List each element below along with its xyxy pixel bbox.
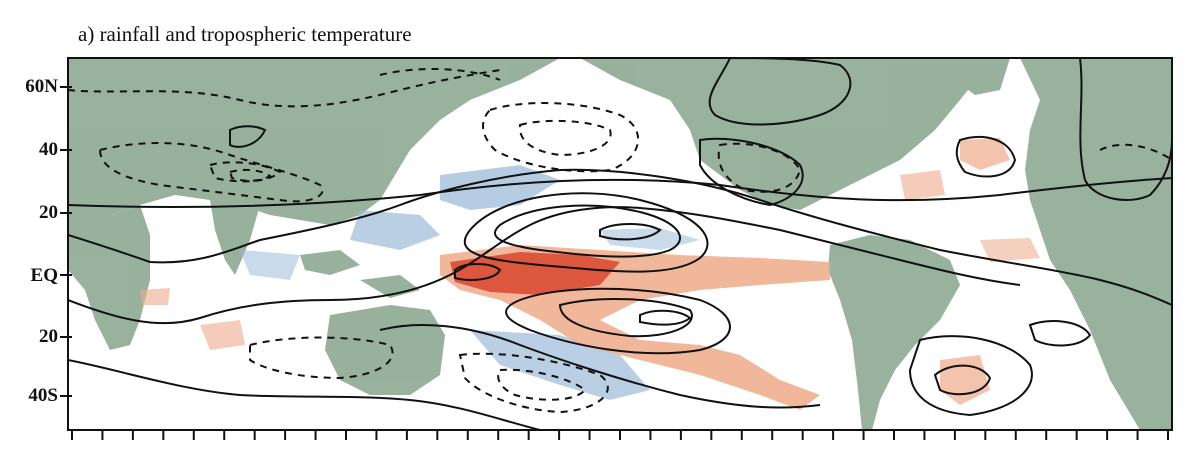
land-india: [210, 200, 260, 275]
rainfall-anomaly-shading: [140, 138, 1040, 410]
contour-dashed-3: [208, 161, 282, 183]
rain-positive-region-7: [980, 238, 1040, 262]
contour-solid-ring-6: [558, 297, 693, 338]
rain-positive-region-core: [450, 252, 620, 295]
rain-positive-region-2: [960, 138, 1010, 170]
y-tick-label-20s: 20: [39, 326, 58, 347]
contour-dashed-1: [68, 69, 501, 108]
contour-solid-2: [68, 168, 1172, 306]
land-asia: [68, 58, 560, 225]
contour-solid-ring-7: [639, 309, 692, 326]
contour-solid-10: [908, 335, 1033, 417]
temperature-contours: [68, 58, 1172, 430]
contour-dashed-6: [518, 119, 612, 157]
contour-solid-6: [708, 58, 852, 126]
contour-solid-8: [955, 135, 1017, 178]
land-south-america: [828, 235, 960, 430]
y-tick-label-eq: EQ: [30, 265, 58, 286]
contour-solid-ring-1: [463, 192, 709, 273]
y-tick-label-40n: 40: [39, 139, 58, 160]
land-north-america: [580, 58, 1000, 210]
rain-positive-region-6: [140, 288, 170, 305]
land-indonesia-1: [300, 250, 360, 275]
contour-solid-11: [1028, 320, 1092, 347]
contour-solid-ring-3: [599, 223, 662, 241]
contour-dashed-7: [717, 142, 802, 193]
land-europe-africa-east: [1020, 58, 1172, 430]
contour-dashed-12: [379, 67, 501, 81]
contour-dashed-9: [458, 352, 609, 414]
contour-solid-ring-2: [494, 204, 681, 258]
contour-dashed-2: [98, 142, 324, 203]
contour-solid-ring-5: [505, 287, 731, 355]
x-axis-ticks: [71, 430, 1169, 440]
contour-solid-12: [229, 125, 267, 148]
y-tick-label-20n: 20: [39, 202, 58, 223]
y-tick-label-40s: 40S: [28, 385, 58, 406]
contour-solid-13: [1079, 58, 1172, 201]
contour-dashed-10: [497, 368, 587, 401]
contour-dashed-4: [228, 168, 272, 182]
figure-title: a) rainfall and tropospheric temperature: [78, 22, 412, 46]
y-axis-ticks: [60, 86, 72, 397]
rain-negative-region-4: [240, 250, 300, 280]
y-tick-label-60n: 60N: [25, 76, 58, 97]
land-greenland: [955, 58, 1010, 95]
contour-solid-4: [379, 324, 821, 409]
rain-positive-region-4: [900, 170, 945, 200]
contour-solid-9: [933, 364, 992, 396]
land-masses: [68, 58, 1172, 430]
contour-solid-ring-4: [454, 263, 502, 281]
land-australia: [325, 305, 445, 395]
rain-negative-region-5: [600, 228, 700, 250]
contour-solid-5: [68, 359, 541, 430]
rain-negative-region-2: [350, 210, 440, 250]
contour-dashed-11: [1099, 143, 1172, 161]
contour-solid-3: [68, 206, 1021, 325]
contour-solid-7: [699, 137, 804, 207]
rain-negative-region-3: [470, 330, 650, 400]
rain-positive-region-5: [200, 320, 245, 350]
